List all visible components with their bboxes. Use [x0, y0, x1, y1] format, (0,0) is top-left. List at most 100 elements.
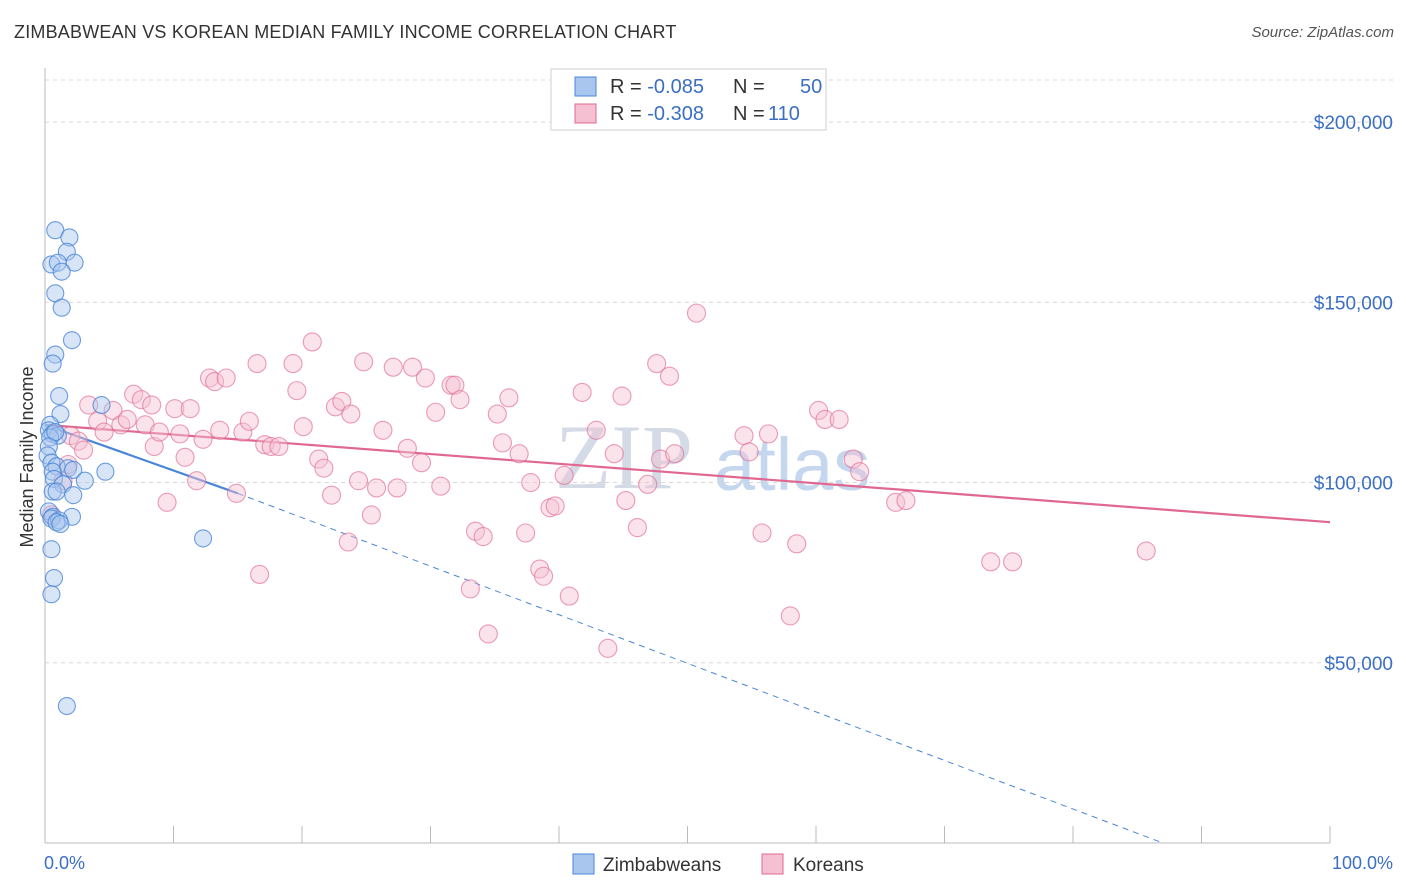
korean-point — [361, 505, 381, 525]
zimbabwean-point — [57, 696, 76, 716]
korean-point — [261, 436, 281, 457]
legend-kor-r-value: -0.308 — [647, 103, 704, 125]
series-legend: Zimbabweans Koreans — [572, 853, 864, 876]
korean-point — [287, 381, 307, 401]
y-tick-label: $100,000 — [1314, 474, 1393, 495]
korean-point — [338, 532, 358, 552]
zimbabwean-point — [43, 482, 62, 501]
zimbabwean-point — [41, 428, 60, 447]
korean-point — [586, 420, 606, 440]
korean-point — [239, 411, 259, 431]
korean-point — [383, 357, 403, 377]
zimbabwean-point — [194, 529, 213, 548]
korean-point — [74, 440, 94, 460]
x-axis: 0.0% 100.0% — [44, 68, 1393, 873]
korean-point — [734, 426, 754, 446]
korean-point — [79, 395, 99, 415]
zimbabwean-point — [65, 253, 84, 272]
bottom-legend-swatch-zimbabwe — [572, 853, 595, 875]
korean-point — [157, 492, 177, 512]
korean-point — [226, 483, 247, 503]
korean-point — [739, 442, 759, 462]
korean-point — [314, 458, 334, 478]
korean-point — [216, 368, 236, 388]
legend-swatch-korea — [574, 103, 597, 124]
korean-point — [445, 375, 465, 395]
korean-point — [415, 368, 435, 388]
legend-zim-n-label: N = — [733, 76, 765, 98]
y-tick-label: $150,000 — [1314, 293, 1393, 314]
korean-trend-line — [44, 423, 1331, 524]
zimbabwean-point — [52, 298, 71, 317]
korean-point — [473, 527, 493, 547]
korean-point — [499, 388, 519, 408]
legend-box — [550, 68, 827, 131]
korean-point — [175, 447, 195, 467]
korean-point — [686, 303, 707, 323]
chart-title: ZIMBABWEAN VS KOREAN MEDIAN FAMILY INCOM… — [14, 22, 677, 42]
korean-point — [850, 462, 870, 482]
korean-point — [170, 424, 190, 444]
korean-point — [896, 491, 916, 511]
korean-point — [534, 566, 554, 586]
zimbabwean-point — [46, 221, 65, 240]
korean-point — [341, 404, 361, 424]
korean-point — [460, 579, 480, 599]
korean-point — [366, 478, 387, 498]
korean-point — [397, 438, 417, 458]
korean-point — [572, 382, 592, 402]
zimbabwean-point — [44, 569, 64, 588]
korean-point — [111, 415, 131, 435]
legend-zim-r-label: R = — [610, 76, 647, 98]
korean-point — [325, 397, 345, 417]
zimbabwean-point — [50, 386, 69, 406]
korean-point — [1003, 552, 1023, 572]
korean-point — [180, 399, 200, 419]
legend-kor-n-value: 110 — [768, 103, 800, 125]
zimbabwean-point — [75, 471, 94, 490]
korean-point — [387, 478, 407, 498]
korean-point — [58, 454, 78, 475]
korean-point — [509, 444, 529, 464]
korean-point — [752, 523, 772, 543]
korean-point — [1136, 541, 1156, 561]
korean-point — [210, 420, 230, 440]
y-axis-label: Median Family Income — [17, 366, 37, 547]
korean-point — [650, 449, 671, 469]
korean-point — [269, 436, 289, 457]
korean-point — [559, 586, 579, 606]
legend-kor-row: R = -0.308 — [610, 103, 704, 125]
zimbabwean-trend-extension — [237, 492, 1164, 844]
zimbabwean-point — [52, 262, 71, 281]
zimbabwean-point — [43, 462, 62, 481]
korean-point — [402, 357, 423, 377]
korean-point — [627, 518, 647, 538]
zimbabwean-point — [47, 482, 66, 501]
correlation-legend: R = -0.085 N = 50 R = -0.308 N = 110 — [550, 68, 827, 131]
korean-point — [516, 523, 536, 543]
zimbabwean-point — [51, 514, 70, 534]
legend-zim-row: R = -0.085 — [610, 76, 704, 98]
zimbabwean-point — [96, 462, 115, 481]
zimbabwean-point — [64, 460, 83, 479]
zimbabwean-point — [60, 228, 79, 247]
korean-point — [348, 471, 369, 491]
korean-point — [780, 606, 800, 626]
korean-point — [598, 638, 618, 658]
bottom-legend-zimbabwe: Zimbabweans — [603, 855, 721, 876]
y-tick-label: $50,000 — [1324, 654, 1393, 675]
korean-point — [233, 422, 253, 442]
korean-point — [255, 435, 275, 455]
korean-point — [616, 491, 636, 511]
korean-points — [41, 303, 1156, 658]
y-axis-tick-labels: $50,000 $100,000 $150,000 $200,000 — [1314, 113, 1393, 675]
source-label: Source: ZipAtlas.com — [1251, 24, 1394, 41]
legend-kor-n-label: N = — [733, 103, 765, 125]
korean-point — [787, 534, 807, 554]
legend-kor-r-label: R = — [610, 103, 647, 125]
korean-point — [187, 471, 207, 491]
korean-point — [612, 386, 632, 406]
korean-point — [981, 552, 1001, 572]
korean-point — [638, 474, 658, 494]
